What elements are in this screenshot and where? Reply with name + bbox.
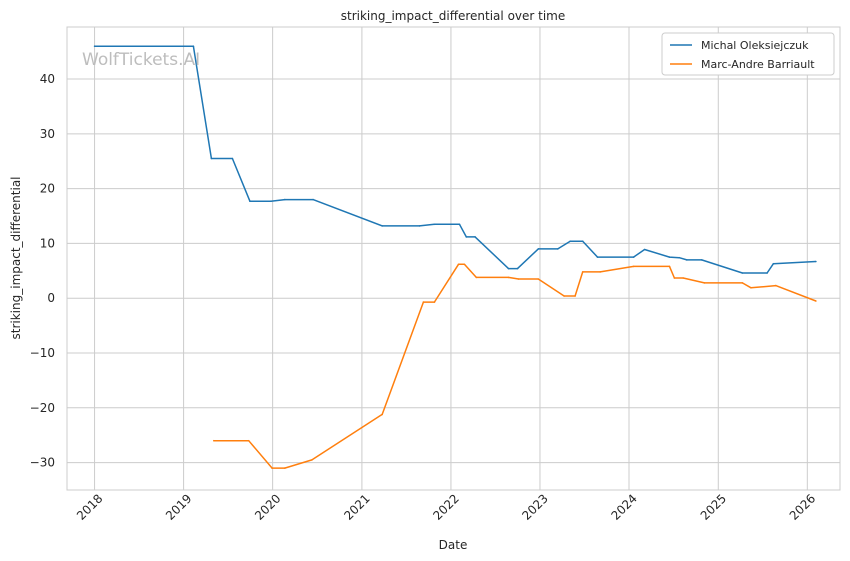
data-point <box>703 282 706 284</box>
y-tick-label: −20 <box>30 401 55 415</box>
x-tick-label: 2023 <box>519 491 550 522</box>
data-point <box>507 267 510 270</box>
data-point <box>465 236 468 238</box>
data-point <box>563 295 565 297</box>
data-point <box>682 277 684 279</box>
data-point <box>741 282 744 284</box>
data-point <box>686 259 688 261</box>
series-layer <box>93 45 817 469</box>
data-point <box>815 300 817 302</box>
data-point <box>249 200 251 202</box>
y-tick-label: −10 <box>30 346 55 360</box>
x-tick-label: 2024 <box>608 491 639 522</box>
x-tick-label: 2020 <box>252 491 283 522</box>
y-tick-label: 40 <box>40 72 55 86</box>
data-point <box>381 225 384 227</box>
data-point <box>507 276 510 279</box>
data-point <box>433 301 436 303</box>
data-point <box>213 439 215 442</box>
data-point <box>557 248 559 250</box>
data-point <box>581 240 584 242</box>
data-point <box>270 200 272 202</box>
x-tick-label: 2025 <box>698 491 729 522</box>
data-point <box>271 467 273 469</box>
data-point <box>475 276 478 279</box>
data-point <box>596 256 599 258</box>
data-point <box>457 263 460 266</box>
legend-box <box>661 32 835 76</box>
y-tick-label: 20 <box>40 182 55 196</box>
x-tick-label: 2021 <box>341 491 372 522</box>
x-tick-label: 2026 <box>787 491 818 522</box>
chart-title: striking_impact_differential over time <box>341 9 566 23</box>
data-point <box>247 439 250 442</box>
y-tick-label: 0 <box>47 291 55 305</box>
data-point <box>574 295 576 297</box>
data-point <box>815 260 817 263</box>
y-tick-label: −30 <box>30 456 55 470</box>
x-tick-label: 2019 <box>163 491 194 522</box>
data-point <box>458 223 461 226</box>
data-point <box>673 277 676 279</box>
data-point <box>668 256 671 258</box>
data-point <box>766 272 768 274</box>
plot-area <box>66 26 841 491</box>
legend-label-marc-andre: Marc-Andre Barriault <box>701 58 815 71</box>
y-tick-label: 10 <box>40 236 55 250</box>
data-point <box>381 413 384 416</box>
data-point <box>678 256 681 259</box>
data-point <box>517 278 520 280</box>
x-tick-label: 2018 <box>74 491 105 522</box>
legend: Michal Oleksiejczuk Marc-Andre Barriault <box>661 32 835 76</box>
data-point <box>422 301 425 303</box>
data-point <box>750 287 752 289</box>
data-point <box>537 278 540 280</box>
data-point <box>284 467 286 469</box>
data-point <box>418 225 421 227</box>
x-axis-label: Date <box>439 538 468 552</box>
data-point <box>599 271 601 273</box>
data-point <box>210 157 213 160</box>
data-point <box>284 198 286 201</box>
data-point <box>772 262 775 265</box>
data-point <box>632 265 635 268</box>
data-point <box>643 248 646 251</box>
y-axis-label: striking_impact_differential <box>9 176 23 339</box>
data-point <box>741 272 744 274</box>
data-point <box>516 267 519 270</box>
data-point <box>632 256 635 258</box>
data-point <box>700 259 703 261</box>
data-point <box>474 236 476 238</box>
data-point <box>93 45 96 47</box>
y-tick-label: 30 <box>40 127 55 141</box>
data-point <box>231 157 234 160</box>
data-point <box>569 240 571 242</box>
x-tick-label: 2022 <box>430 491 461 522</box>
data-point <box>463 263 466 266</box>
data-point <box>581 271 584 273</box>
legend-label-michal: Michal Oleksiejczuk <box>701 39 809 52</box>
data-point <box>312 198 314 201</box>
data-point <box>668 265 671 268</box>
data-point <box>433 223 436 226</box>
data-point <box>311 459 313 461</box>
data-point <box>192 45 195 47</box>
grid <box>67 27 840 490</box>
watermark: WolfTickets.AI <box>82 50 200 70</box>
data-point <box>537 248 540 250</box>
data-point <box>775 284 777 287</box>
